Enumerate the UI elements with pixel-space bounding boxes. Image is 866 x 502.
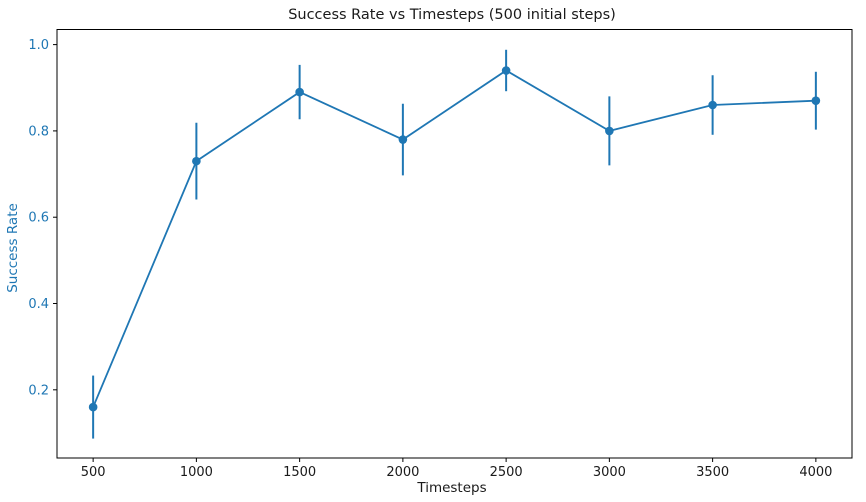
x-tick-label: 2500 (490, 465, 523, 480)
plot-area: 500 1000 1500 2000 2500 3000 3500 4000 0.2 0.4 0.6… (28, 29, 853, 480)
data-point (708, 100, 717, 110)
data-point (398, 135, 408, 144)
data-point (605, 126, 614, 136)
data-point (295, 87, 304, 97)
data-point (88, 402, 98, 412)
data-line (92, 69, 816, 408)
x-tick-label: 2000 (386, 465, 419, 480)
data-point (501, 66, 511, 75)
y-axis-label: Success Rate (5, 203, 21, 293)
x-tick-label: 1500 (283, 465, 316, 480)
y-tick-label: 0.6 (28, 211, 49, 226)
chart-title: Success Rate vs Timesteps (500 initial s… (288, 7, 616, 23)
x-tick-label: 3000 (593, 465, 626, 480)
x-axis-label: Timesteps (416, 480, 486, 496)
x-tick-label: 4000 (799, 465, 832, 480)
y-tick-label: 0.2 (28, 383, 49, 398)
data-point (811, 96, 821, 106)
axes-frame (56, 29, 853, 459)
data-point (192, 156, 201, 166)
x-tick-label: 500 (81, 465, 106, 480)
x-tick-label: 1000 (180, 465, 213, 480)
x-tick-label: 3500 (696, 465, 729, 480)
y-tick-label: 1.0 (28, 38, 49, 53)
y-tick-label: 0.4 (28, 297, 49, 312)
y-tick-label: 0.8 (28, 124, 49, 139)
